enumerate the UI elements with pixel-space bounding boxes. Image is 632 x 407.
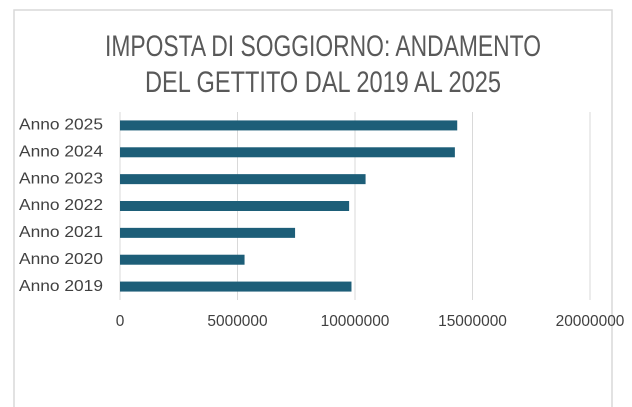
y-tick-label: Anno 2019 (19, 278, 103, 295)
y-tick-label: Anno 2025 (19, 117, 103, 134)
x-tick-label: 20000000 (556, 313, 625, 330)
y-tick-label: Anno 2020 (19, 251, 103, 268)
x-tick-label: 0 (116, 313, 125, 330)
x-tick-label: 15000000 (438, 313, 507, 330)
chart-title: DEL GETTITO DAL 2019 AL 2025 (145, 66, 501, 99)
chart-frame (13, 9, 613, 407)
y-tick-label: Anno 2023 (19, 170, 103, 187)
bar (120, 227, 296, 238)
y-tick-label: Anno 2024 (19, 144, 103, 161)
y-tick-label: Anno 2021 (19, 224, 103, 241)
bar (120, 174, 366, 185)
bar (120, 254, 245, 265)
bar (120, 120, 458, 131)
bar (120, 281, 352, 292)
bar (120, 201, 350, 211)
x-tick-label: 5000000 (207, 313, 267, 330)
bar (120, 147, 455, 158)
y-tick-label: Anno 2022 (19, 197, 103, 214)
chart-title: IMPOSTA DI SOGGIORNO: ANDAMENTO (105, 30, 541, 63)
x-tick-label: 10000000 (321, 313, 390, 330)
